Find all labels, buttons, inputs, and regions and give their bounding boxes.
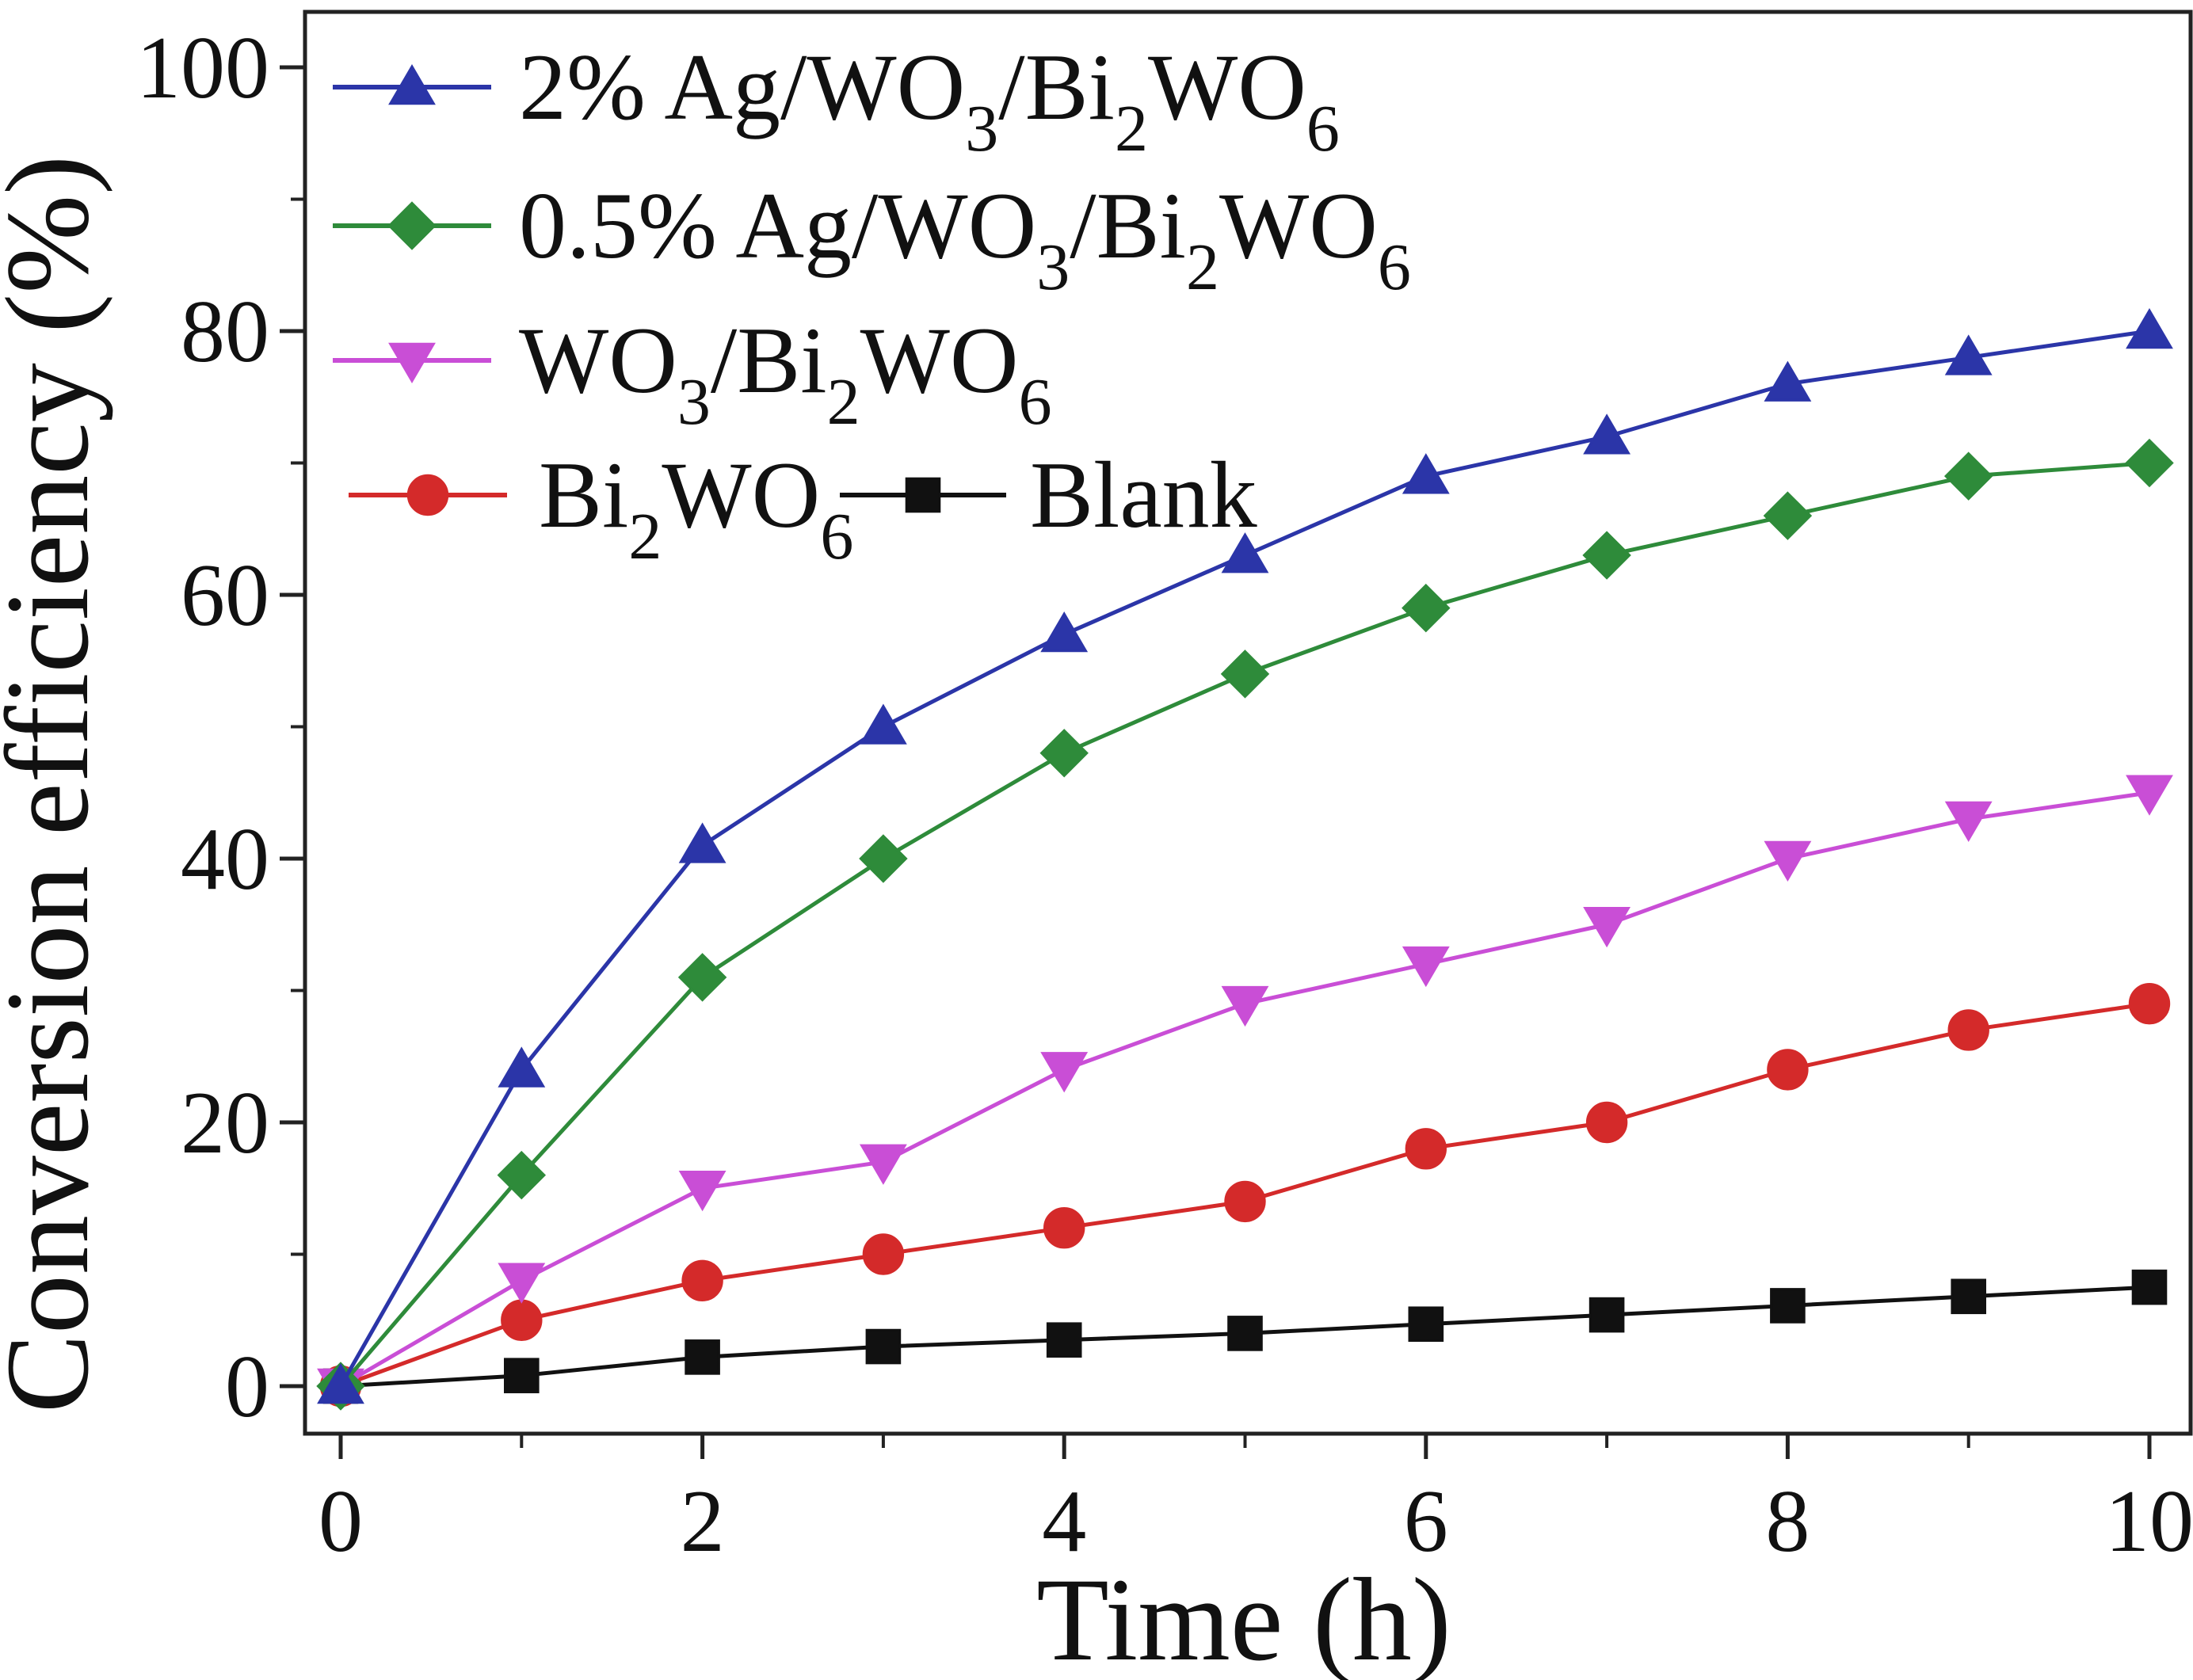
series-line <box>339 461 2150 1388</box>
legend-label: Bi2WO6 <box>539 442 853 573</box>
data-point <box>1224 1180 1266 1223</box>
data-point <box>865 1328 902 1365</box>
data-point <box>1220 650 1270 699</box>
data-point <box>2126 308 2173 349</box>
data-point <box>1227 1316 1263 1351</box>
legend-entry: 2% Ag/WO3/Bi2WO6 <box>333 34 1340 166</box>
data-point <box>504 1358 540 1393</box>
x-tick-label: 8 <box>1765 1472 1810 1571</box>
data-point <box>497 1150 547 1200</box>
data-point <box>1402 583 1451 633</box>
legend-marker <box>388 64 436 105</box>
data-point <box>2125 438 2174 488</box>
data-point <box>498 1046 546 1088</box>
series-2-ag-wo3-bi2wo6 <box>317 308 2173 1404</box>
y-tick-label: 80 <box>181 283 269 381</box>
data-point <box>317 1363 364 1404</box>
data-point <box>2131 1269 2168 1305</box>
plot-area-frame <box>303 10 2193 1436</box>
data-point <box>1588 1297 1625 1333</box>
legend-entry: 0.5% Ag/WO3/Bi2WO6 <box>333 173 1411 304</box>
data-point <box>1583 413 1631 455</box>
legend-entry: WO3/Bi2WO6 <box>333 307 1052 439</box>
y-tick-label: 0 <box>225 1338 269 1436</box>
legend-entry: Bi2WO6 <box>349 442 853 573</box>
data-point <box>1043 1207 1085 1249</box>
series-0-5-ag-wo3-bi2wo6 <box>316 438 2174 1411</box>
legend-marker <box>388 342 436 383</box>
data-point <box>862 1233 905 1275</box>
data-point <box>1944 334 1993 375</box>
data-point <box>677 953 727 1002</box>
y-tick-label: 20 <box>181 1074 269 1172</box>
x-tick-label: 6 <box>1404 1472 1448 1571</box>
data-point <box>2128 982 2171 1025</box>
legend-label: 0.5% Ag/WO3/Bi2WO6 <box>519 173 1411 304</box>
data-point <box>678 822 727 863</box>
y-tick-label: 100 <box>136 19 269 117</box>
x-tick-label: 4 <box>1042 1472 1086 1571</box>
data-point <box>678 1170 727 1212</box>
legend-label: Blank <box>1030 442 1257 547</box>
data-point <box>685 1339 720 1375</box>
data-point <box>1947 1009 1989 1051</box>
data-point <box>1585 1101 1628 1144</box>
data-point <box>501 1299 543 1341</box>
legend-label: WO3/Bi2WO6 <box>519 307 1052 439</box>
data-point <box>1046 1322 1082 1358</box>
data-point <box>1402 946 1450 988</box>
legend-marker <box>406 474 449 516</box>
x-tick-label: 2 <box>681 1472 725 1571</box>
data-point <box>1767 1049 1809 1091</box>
data-point <box>1770 1288 1806 1324</box>
data-point <box>1405 1128 1447 1170</box>
x-axis-title: Time (h) <box>1036 1554 1451 1680</box>
data-point <box>859 1144 907 1185</box>
legend-marker <box>387 201 437 250</box>
legend-label: 2% Ag/WO3/Bi2WO6 <box>519 34 1340 166</box>
data-point <box>681 1259 723 1302</box>
y-axis-title: Conversion efficiency (%) <box>0 155 113 1413</box>
data-point <box>2126 775 2173 816</box>
data-point <box>1951 1278 1986 1315</box>
data-point <box>1221 532 1269 573</box>
data-point <box>1040 611 1089 653</box>
y-tick-label: 60 <box>181 547 269 645</box>
data-point <box>1943 451 1993 501</box>
data-point <box>498 1263 546 1304</box>
series-line <box>339 790 2150 1389</box>
series-blank <box>322 1269 2168 1404</box>
data-point <box>1583 906 1631 948</box>
data-point <box>1764 840 1812 882</box>
legend-entry: Blank <box>840 442 1257 547</box>
legend-marker <box>905 477 941 513</box>
data-point <box>1039 729 1089 778</box>
x-tick-label: 10 <box>2105 1472 2193 1571</box>
y-tick-label: 40 <box>181 810 269 909</box>
x-tick-label: 0 <box>318 1472 363 1571</box>
data-point <box>1408 1306 1444 1343</box>
data-point <box>1763 491 1813 540</box>
data-point <box>1764 360 1812 402</box>
data-point <box>859 703 907 745</box>
data-point <box>1944 801 1993 843</box>
data-point <box>1582 531 1631 580</box>
data-point <box>1040 1052 1089 1093</box>
data-point <box>1221 985 1269 1027</box>
data-point <box>859 834 908 883</box>
data-point <box>1402 453 1450 494</box>
